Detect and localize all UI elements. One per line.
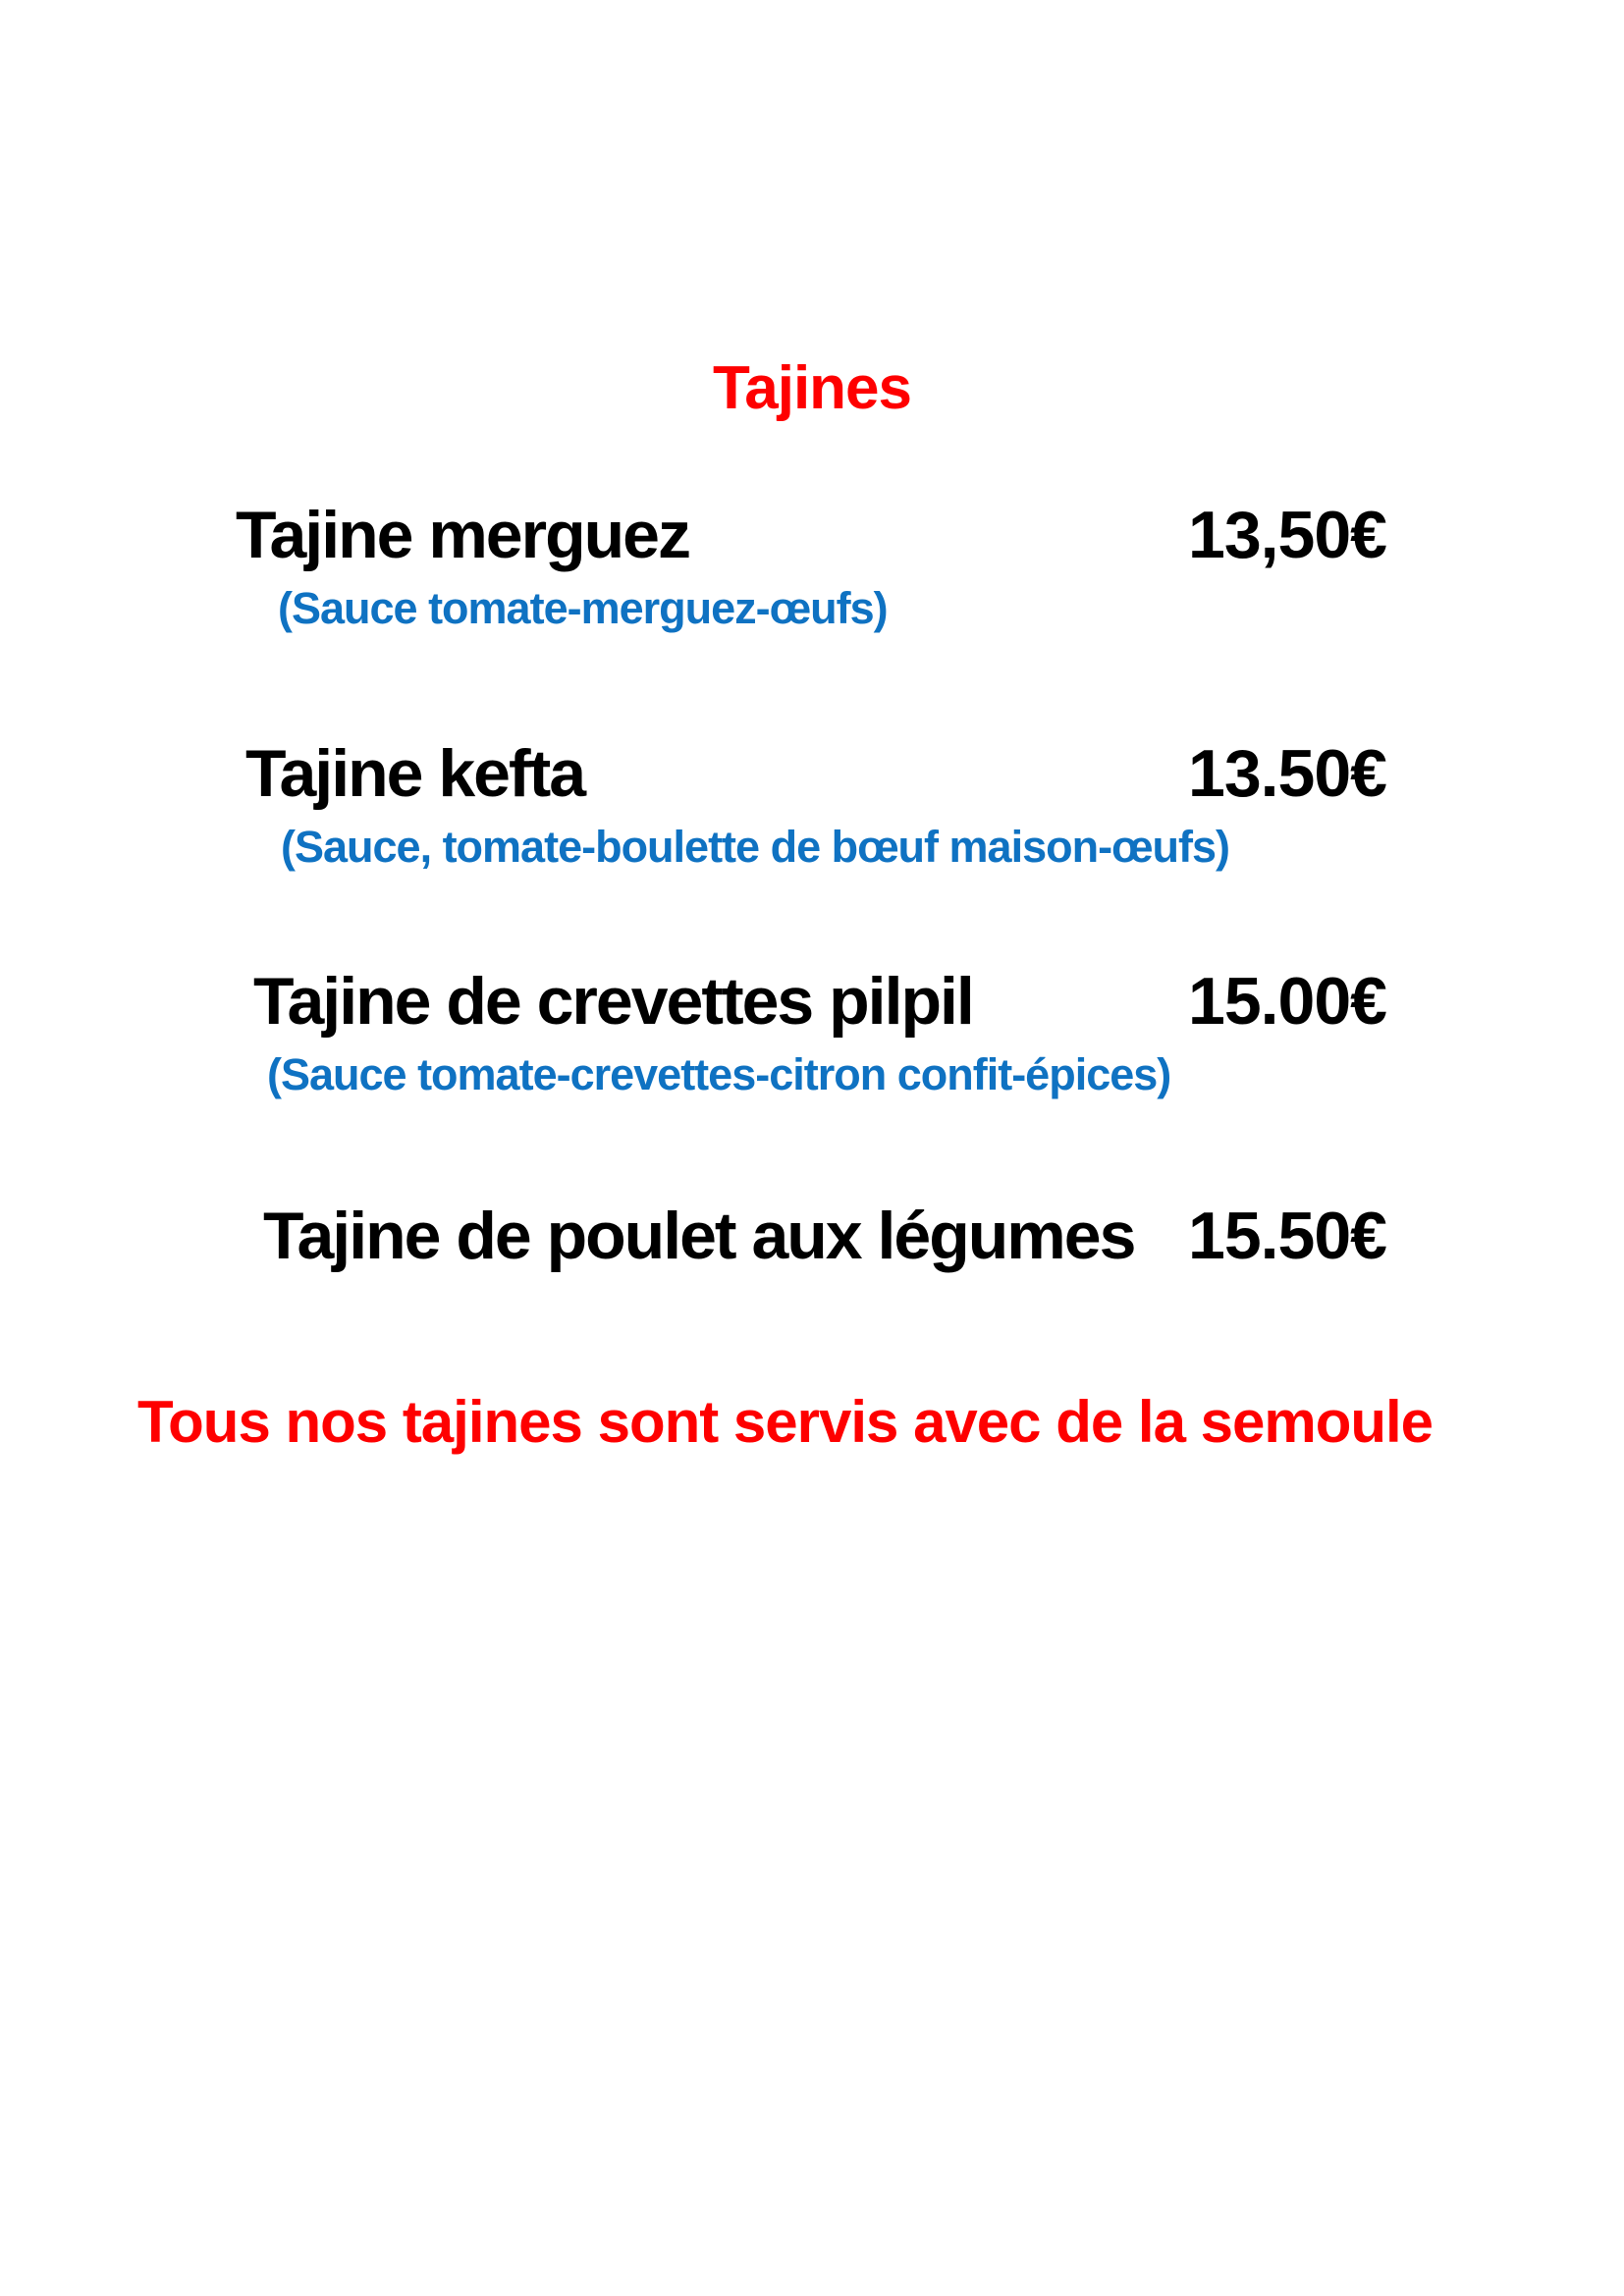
menu-item: Tajine de poulet aux légumes 15.50€ bbox=[0, 1198, 1624, 1280]
item-line: Tajine merguez 13,50€ bbox=[0, 497, 1624, 579]
item-line: Tajine de crevettes pilpil 15.00€ bbox=[0, 963, 1624, 1045]
item-sauce-description: (Sauce tomate-crevettes-citron confit-ép… bbox=[267, 1049, 1171, 1099]
item-price: 15.50€ bbox=[1188, 1199, 1387, 1273]
item-sauce-description: (Sauce, tomate-boulette de bœuf maison-œ… bbox=[281, 822, 1230, 872]
footer-note: Tous nos tajines sont servis avec de la … bbox=[136, 1389, 1434, 1455]
item-name: Tajine de crevettes pilpil bbox=[253, 964, 975, 1039]
menu-item: Tajine de crevettes pilpil 15.00€ (Sauce… bbox=[0, 963, 1624, 1100]
item-line: Tajine de poulet aux légumes 15.50€ bbox=[0, 1198, 1624, 1280]
item-sauce-description: (Sauce tomate-merguez-œufs) bbox=[278, 583, 889, 633]
menu-item: Tajine kefta 13.50€ (Sauce, tomate-boule… bbox=[0, 735, 1624, 873]
menu-item: Tajine merguez 13,50€ (Sauce tomate-merg… bbox=[0, 497, 1624, 634]
item-name: Tajine de poulet aux légumes bbox=[263, 1199, 1136, 1273]
item-price: 13,50€ bbox=[1188, 498, 1387, 572]
item-line: Tajine kefta 13.50€ bbox=[0, 735, 1624, 818]
item-price: 15.00€ bbox=[1188, 964, 1387, 1039]
page-title: Tajines bbox=[712, 354, 912, 422]
item-name: Tajine kefta bbox=[245, 736, 586, 811]
item-price: 13.50€ bbox=[1188, 736, 1387, 811]
item-name: Tajine merguez bbox=[236, 498, 691, 572]
